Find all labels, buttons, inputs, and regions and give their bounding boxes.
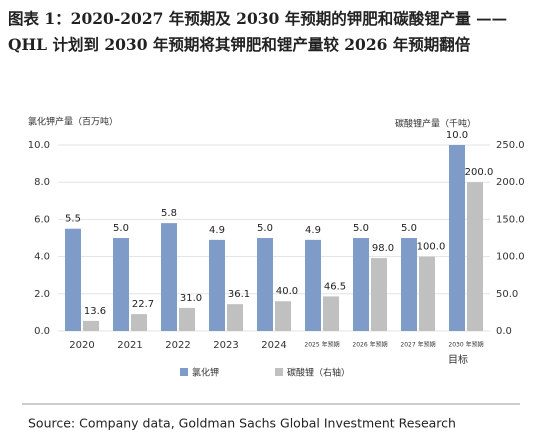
bar [275,301,291,331]
bar [419,256,435,331]
x-tick-label: 2030 年预期 [448,341,483,349]
value-label: 200.0 [465,167,494,178]
value-label: 5.8 [161,208,177,219]
x-tick-label: 2026 年预期 [352,341,387,349]
bar [323,296,339,331]
value-label: 4.9 [305,225,321,236]
legend-swatch [180,368,188,376]
value-label: 5.0 [257,223,273,234]
legend-label: 氯化钾 [192,367,219,379]
y-tick-label: 6.0 [34,214,50,225]
x-tick-label: 2022 [165,340,190,351]
bar [257,238,273,331]
annotation: 目标 [448,354,468,366]
y2-tick-label: 100.0 [496,252,525,263]
value-label: 46.5 [324,281,346,292]
bar [371,258,387,331]
y2-tick-label: 150.0 [496,214,525,225]
bar [305,239,321,331]
y2-tick-label: 0.0 [496,326,512,337]
x-tick-label: 2025 年预期 [304,341,339,349]
bar [83,320,99,331]
value-label: 5.0 [113,223,129,234]
bar [401,238,417,331]
bar [467,182,483,331]
chart-title: 图表 1：2020-2027 年预期及 2030 年预期的钾肥和碳酸锂产量 ——… [8,9,508,54]
y-tick-label: 8.0 [34,177,50,188]
x-tick-label: 2027 年预期 [400,341,435,349]
y-tick-label: 0.0 [34,326,50,337]
value-label: 98.0 [372,243,394,254]
bar [113,238,129,331]
bar [65,228,81,331]
value-label: 10.0 [446,130,468,141]
value-label: 100.0 [417,242,446,253]
value-label: 36.1 [228,289,250,300]
legend-label: 碳酸锂（右轴） [287,367,350,379]
value-label: 31.0 [180,293,202,304]
x-tick-label: 2021 [117,340,142,351]
bar [353,238,369,331]
x-tick-label: 2023 [213,340,238,351]
value-label: 13.6 [84,306,106,317]
bar [179,307,195,331]
value-label: 22.7 [132,299,154,310]
bar [227,304,243,331]
value-label: 40.0 [276,286,298,297]
y-tick-label: 2.0 [34,289,50,300]
value-label: 5.5 [65,214,81,225]
bar [209,239,225,331]
value-label: 5.0 [401,223,417,234]
y2-tick-label: 50.0 [496,289,518,300]
y-tick-label: 4.0 [34,252,50,263]
source: Source: Company data, Goldman Sachs Glob… [28,416,456,431]
y2-tick-label: 250.0 [496,140,525,151]
value-label: 5.0 [353,223,369,234]
y-tick-label: 10.0 [28,140,50,151]
legend-swatch [275,368,283,376]
x-tick-label: 2024 [261,340,286,351]
x-tick-label: 2020 [69,340,94,351]
y2-tick-label: 200.0 [496,177,525,188]
value-label: 4.9 [209,225,225,236]
y-axis-label: 氯化钾产量（百万吨） [28,116,118,128]
bar [161,223,177,331]
bar [131,314,147,331]
bar [449,145,465,331]
y2-axis-label: 碳酸锂产量（千吨） [395,118,476,130]
